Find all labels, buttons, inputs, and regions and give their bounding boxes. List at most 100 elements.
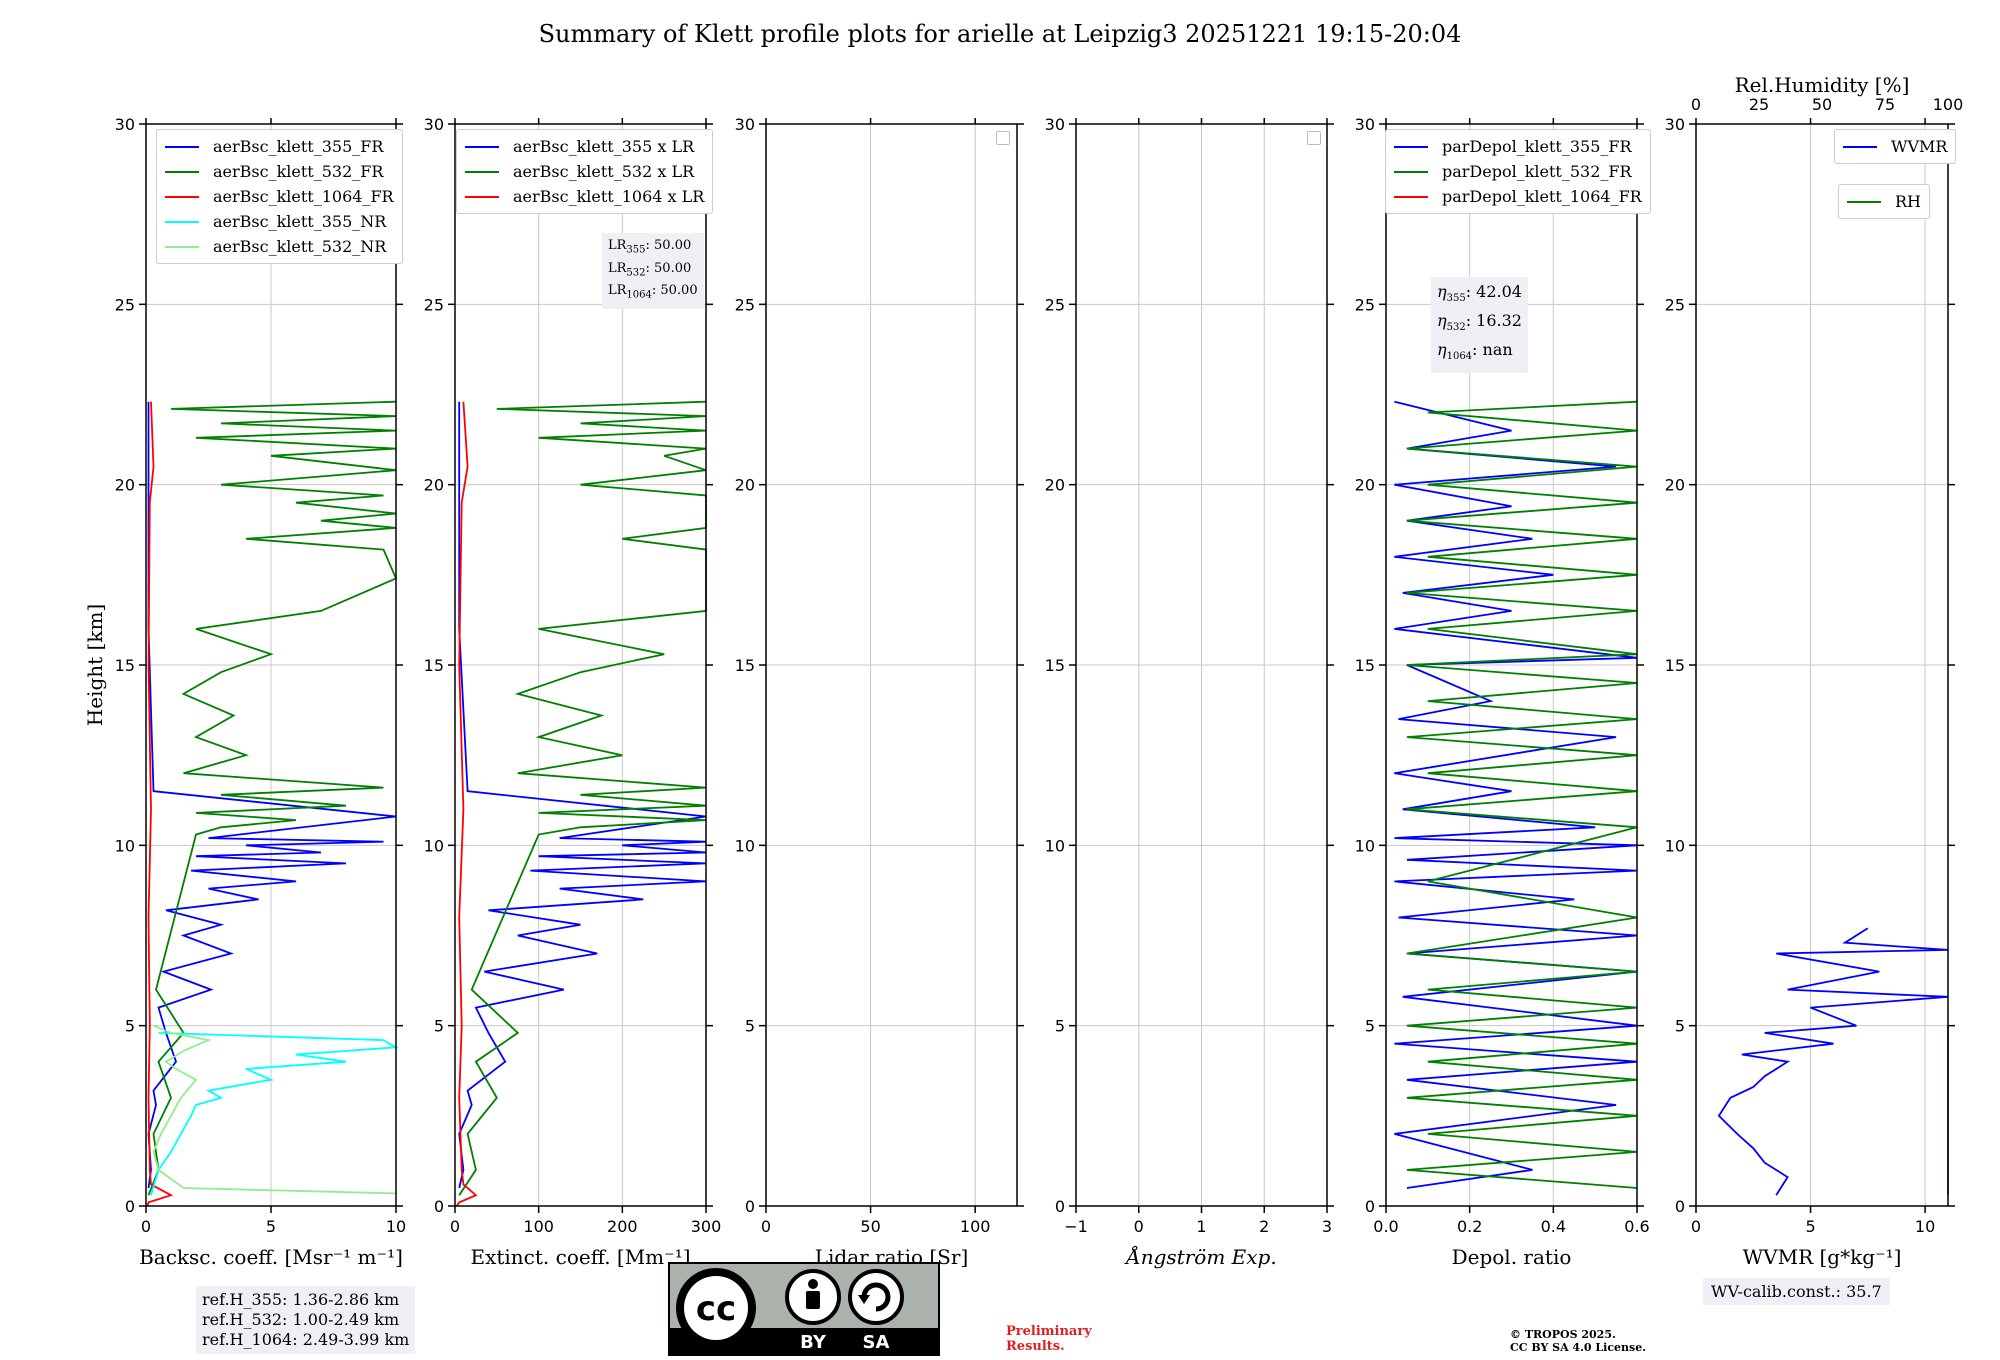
legend-wvmr: WVMR (1834, 129, 1957, 164)
x-tick-label: 0 (1134, 1217, 1144, 1236)
wv-calibration-box: WV-calib.const.: 35.7 (1703, 1278, 1890, 1305)
y-tick-label: 0 (1675, 1197, 1685, 1216)
x-tick-label: 0 (141, 1217, 151, 1236)
y-tick-label: 10 (1355, 836, 1375, 855)
y-tick-label: 30 (1355, 115, 1375, 134)
legend-lidar-ratio-empty (996, 131, 1010, 145)
x-tick-label: 300 (691, 1217, 722, 1236)
x-tick-label: 0.2 (1457, 1217, 1482, 1236)
y-tick-label: 25 (1045, 295, 1065, 314)
y-tick-label: 20 (1665, 476, 1685, 495)
x-tick-label: −1 (1064, 1217, 1088, 1236)
x-tick-label: 0 (1691, 1217, 1701, 1236)
series-line-aerbsc-klett-1064-fr (146, 401, 174, 1207)
series-line-aerbsc-klett-532-fr (147, 400, 398, 1196)
x-tick-label: 2 (1259, 1217, 1269, 1236)
y-tick-label: 25 (1665, 295, 1685, 314)
y-tick-label: 20 (1355, 476, 1375, 495)
legend-angstrom-empty (1307, 131, 1321, 145)
x-tick-label: 200 (607, 1217, 638, 1236)
y-tick-label: 15 (115, 656, 135, 675)
legend-item: aerBsc_klett_1064 x LR (465, 184, 704, 209)
legend-item: aerBsc_klett_355_NR (165, 209, 394, 234)
y-tick-label: 5 (434, 1017, 444, 1036)
y-tick-label: 15 (424, 656, 444, 675)
series-line-pardepol-klett-532-fr (1406, 400, 1638, 1189)
cc-by-sa-logo: cc BY SA (668, 1262, 940, 1356)
top-x-tick-label: 50 (1812, 95, 1832, 114)
y-tick-label: 25 (1355, 295, 1375, 314)
y-tick-label: 20 (424, 476, 444, 495)
ref-height-1064: ref.H_1064: 2.49-3.99 km (202, 1330, 410, 1349)
y-tick-label: 0 (1365, 1197, 1375, 1216)
y-tick-label: 5 (1365, 1017, 1375, 1036)
y-tick-label: 5 (125, 1017, 135, 1036)
chart-title: Summary of Klett profile plots for ariel… (538, 20, 1462, 48)
lidar-ratio-box: LR355: 50.00 LR532: 50.00 LR1064: 50.00 (602, 233, 704, 309)
copyright-notice: © TROPOS 2025. CC BY SA 4.0 License. (1510, 1328, 1647, 1354)
series-line-aerbsc-klett-532-x-lr (458, 400, 707, 1196)
ref-height-532: ref.H_532: 1.00-2.49 km (202, 1310, 400, 1329)
legend-item: aerBsc_klett_1064_FR (165, 184, 394, 209)
y-tick-label: 15 (1665, 656, 1685, 675)
x-tick-label: 50 (860, 1217, 880, 1236)
y-tick-label: 25 (735, 295, 755, 314)
y-tick-label: 15 (735, 656, 755, 675)
legend-item: aerBsc_klett_532 x LR (465, 159, 704, 184)
legend-depol: parDepol_klett_355_FR parDepol_klett_532… (1385, 129, 1651, 214)
reference-height-box: ref.H_355: 1.36-2.86 km ref.H_532: 1.00-… (196, 1286, 416, 1354)
y-tick-label: 20 (735, 476, 755, 495)
x-axis-label: Depol. ratio (1452, 1245, 1572, 1269)
legend-item: WVMR (1843, 134, 1947, 159)
eta-box: η355: 42.04 η532: 16.32 η1064: nan (1431, 277, 1528, 373)
y-tick-label: 5 (745, 1017, 755, 1036)
series-line-aerbsc-klett-1064-x-lr (455, 401, 478, 1207)
top-x-tick-label: 25 (1749, 95, 1769, 114)
series-line-pardepol-klett-355-fr (1394, 400, 1638, 1189)
x-tick-label: 0 (761, 1217, 771, 1236)
legend-item: aerBsc_klett_355_FR (165, 134, 394, 159)
y-tick-label: 0 (745, 1197, 755, 1216)
y-tick-label: 10 (735, 836, 755, 855)
x-tick-label: 5 (1805, 1217, 1815, 1236)
y-tick-label: 10 (115, 836, 135, 855)
x-tick-label: 0.4 (1541, 1217, 1566, 1236)
x-axis-label: Backsc. coeff. [Msr⁻¹ m⁻¹] (139, 1245, 403, 1269)
y-tick-label: 30 (1045, 115, 1065, 134)
legend-item: parDepol_klett_532_FR (1394, 159, 1642, 184)
top-x-tick-label: 75 (1875, 95, 1895, 114)
x-axis-label: Extinct. coeff. [Mm⁻¹] (470, 1245, 690, 1269)
series-line-aerbsc-klett-532-nr (152, 1024, 397, 1195)
y-tick-label: 15 (1045, 656, 1065, 675)
series-line-aerbsc-klett-355-x-lr (458, 401, 707, 1189)
svg-text:BY: BY (800, 1332, 827, 1353)
y-tick-label: 30 (115, 115, 135, 134)
legend-item: parDepol_klett_1064_FR (1394, 184, 1642, 209)
ref-height-355: ref.H_355: 1.36-2.86 km (202, 1290, 400, 1309)
legend-extinction: aerBsc_klett_355 x LR aerBsc_klett_532 x… (456, 129, 714, 214)
x-axis-label: WVMR [g*kg⁻¹] (1743, 1245, 1902, 1269)
x-tick-label: 3 (1322, 1217, 1332, 1236)
y-tick-label: 25 (115, 295, 135, 314)
y-tick-label: 30 (1665, 115, 1685, 134)
y-tick-label: 20 (1045, 476, 1065, 495)
top-x-tick-label: 0 (1691, 95, 1701, 114)
legend-item: aerBsc_klett_355 x LR (465, 134, 704, 159)
legend-rh: RH (1838, 184, 1930, 219)
top-x-tick-label: 100 (1933, 95, 1964, 114)
x-tick-label: 100 (523, 1217, 554, 1236)
svg-text:SA: SA (863, 1332, 890, 1353)
y-tick-label: 30 (424, 115, 444, 134)
x-tick-label: 0 (450, 1217, 460, 1236)
legend-item: aerBsc_klett_532_FR (165, 159, 394, 184)
x-tick-label: 0.6 (1624, 1217, 1649, 1236)
top-x-axis-label: Rel.Humidity [%] (1735, 73, 1910, 97)
x-axis-label: Ångström Exp. (1124, 1244, 1276, 1269)
x-tick-label: 0.0 (1373, 1217, 1398, 1236)
preliminary-notice: Preliminary Results. (1006, 1324, 1092, 1354)
legend-item: parDepol_klett_355_FR (1394, 134, 1642, 159)
legend-backscatter: aerBsc_klett_355_FR aerBsc_klett_532_FR … (156, 129, 403, 264)
legend-item: aerBsc_klett_532_NR (165, 234, 394, 259)
y-axis-label: Height [km] (83, 604, 107, 726)
